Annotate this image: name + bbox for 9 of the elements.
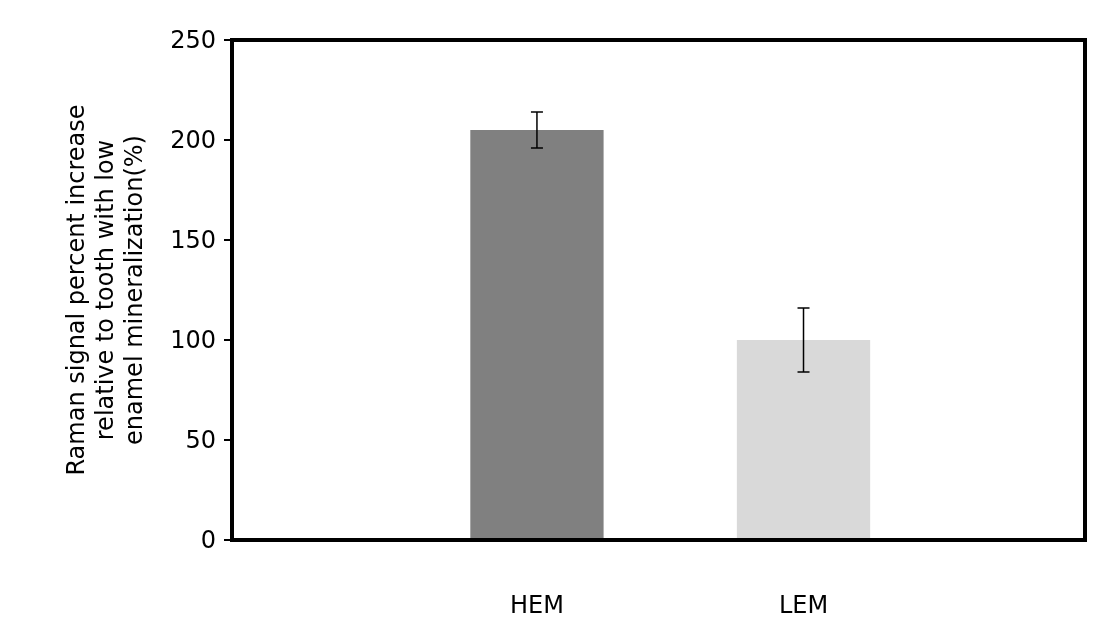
x-tick-label: HEM <box>509 591 564 620</box>
y-tick-label: 150 <box>170 226 216 255</box>
y-tick-label: 50 <box>185 426 216 455</box>
y-tick-label: 100 <box>170 326 216 355</box>
y-axis-title: Raman signal percent increase relative to tooth with low enamel mineralization(%) <box>62 104 148 476</box>
y-tick-label: 250 <box>170 26 216 55</box>
y-tick-label: 0 <box>200 526 216 555</box>
y-tick-label: 200 <box>170 126 216 155</box>
x-tick-label: LEM <box>778 591 829 620</box>
